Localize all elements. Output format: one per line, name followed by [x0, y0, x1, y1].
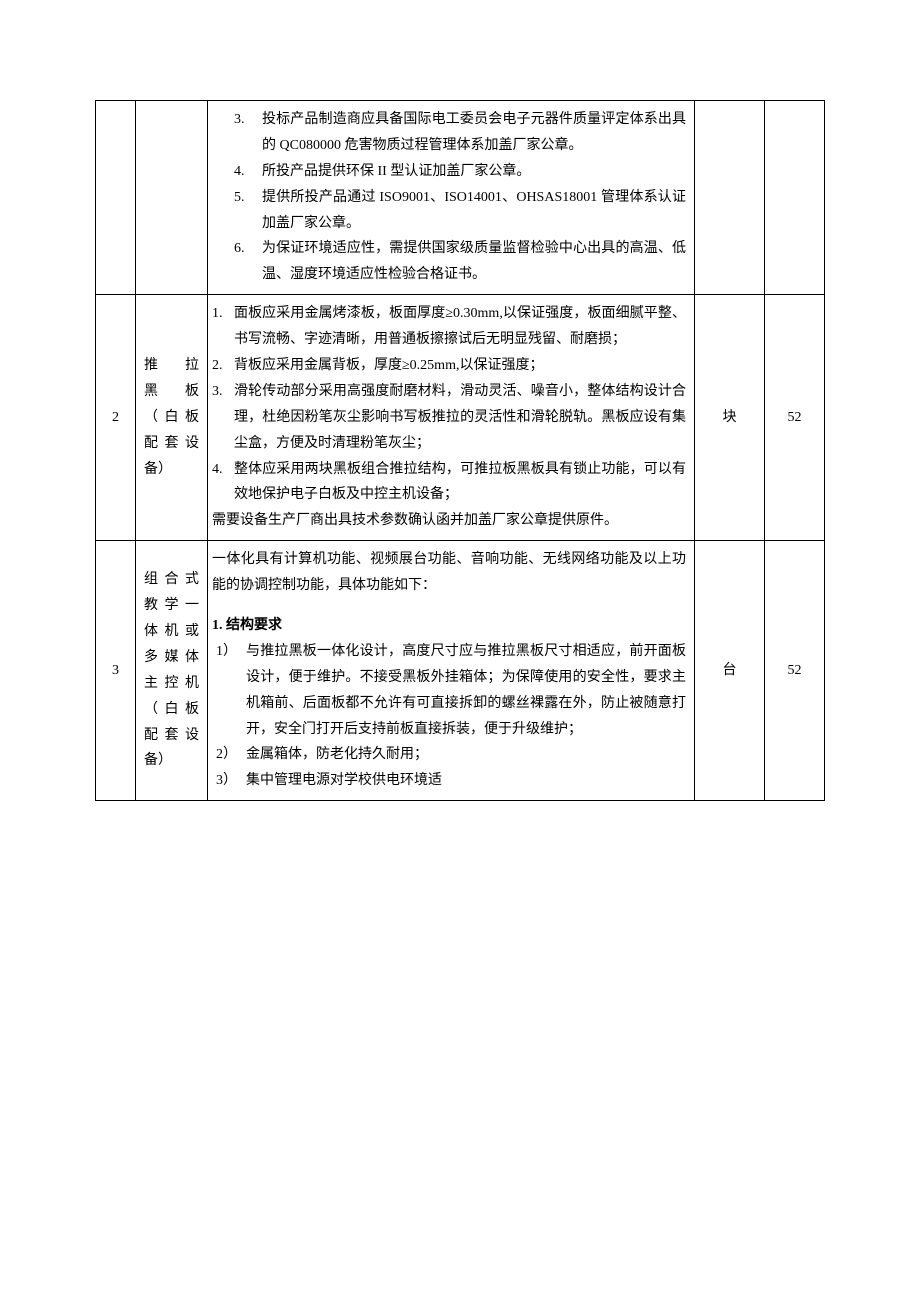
cell-unit — [695, 101, 765, 295]
para-number: 1. — [212, 301, 223, 327]
name-line: 组合式 — [144, 567, 199, 593]
item-number: 3. — [234, 107, 258, 133]
name-line: （白板 — [144, 697, 199, 723]
item-number: 6. — [234, 236, 258, 262]
cell-unit: 台 — [695, 541, 765, 801]
name-line: 备） — [144, 457, 199, 483]
name-line: 黑 板 — [144, 379, 199, 405]
sub-number: 3） — [216, 768, 237, 794]
spec-table: 3.投标产品制造商应具备国际电工委员会电子元器件质量评定体系出具的 QC0800… — [95, 100, 825, 801]
name-line: 教学一 — [144, 593, 199, 619]
list-item: 6.为保证环境适应性，需提供国家级质量监督检验中心出具的高温、低温、湿度环境适应… — [262, 236, 686, 288]
tail-text: 需要设备生产厂商出具技术参数确认函并加盖厂家公章提供原件。 — [212, 508, 686, 534]
para-number: 4. — [212, 457, 223, 483]
name-line: 主控机 — [144, 671, 199, 697]
para-text: 背板应采用金属背板，厚度≥0.25mm,以保证强度； — [234, 358, 543, 373]
item-text: 为保证环境适应性，需提供国家级质量监督检验中心出具的高温、低温、湿度环境适应性检… — [262, 241, 686, 282]
list-item: 3.投标产品制造商应具备国际电工委员会电子元器件质量评定体系出具的 QC0800… — [262, 107, 686, 159]
cell-name: 推 拉 黑 板 （白板 配套设 备） — [136, 295, 208, 541]
name-line: 体机或 — [144, 619, 199, 645]
sub-text: 与推拉黑板一体化设计，高度尺寸应与推拉黑板尺寸相适应，前开面板设计，便于维护。不… — [246, 644, 686, 737]
section-title: 1. 结构要求 — [212, 613, 686, 639]
table-row: 3 组合式 教学一 体机或 多媒体 主控机 （白板 配套设 备） 一体化具有计算… — [96, 541, 825, 801]
para-list: 1. 面板应采用金属烤漆板，板面厚度≥0.30mm,以保证强度，板面细腻平整、书写… — [212, 301, 686, 508]
sub-number: 2） — [216, 742, 237, 768]
sub-text: 金属箱体，防老化持久耐用； — [246, 747, 428, 762]
cell-spec: 3.投标产品制造商应具备国际电工委员会电子元器件质量评定体系出具的 QC0800… — [208, 101, 695, 295]
cell-name: 组合式 教学一 体机或 多媒体 主控机 （白板 配套设 备） — [136, 541, 208, 801]
cell-unit: 块 — [695, 295, 765, 541]
sub-number: 1） — [216, 639, 237, 665]
para-text: 面板应采用金属烤漆板，板面厚度≥0.30mm,以保证强度，板面细腻平整、书写流畅… — [234, 306, 686, 347]
cell-name — [136, 101, 208, 295]
name-line: 配套设 — [144, 723, 199, 749]
para-number: 2. — [212, 353, 223, 379]
name-line: （白板 — [144, 405, 199, 431]
list-item: 4.所投产品提供环保 II 型认证加盖厂家公章。 — [262, 159, 686, 185]
cell-qty — [765, 101, 825, 295]
intro-text: 一体化具有计算机功能、视频展台功能、音响功能、无线网络功能及以上功能的协调控制功… — [212, 547, 686, 599]
cell-num — [96, 101, 136, 295]
cell-num: 3 — [96, 541, 136, 801]
para-item: 3. 滑轮传动部分采用高强度耐磨材料，滑动灵活、噪音小，整体结构设计合理，杜绝因粉… — [212, 379, 686, 457]
cell-num: 2 — [96, 295, 136, 541]
item-number: 5. — [234, 185, 258, 211]
name-line: 配套设 — [144, 431, 199, 457]
name-line: 多媒体 — [144, 645, 199, 671]
table-row: 2 推 拉 黑 板 （白板 配套设 备） 1. 面板应采用金属烤漆板，板面厚度≥0… — [96, 295, 825, 541]
spacer — [212, 599, 686, 613]
para-number: 3. — [212, 379, 223, 405]
para-item: 1. 面板应采用金属烤漆板，板面厚度≥0.30mm,以保证强度，板面细腻平整、书写… — [212, 301, 686, 353]
list-item: 5.提供所投产品通过 ISO9001、ISO14001、OHSAS18001 管… — [262, 185, 686, 237]
para-text: 滑轮传动部分采用高强度耐磨材料，滑动灵活、噪音小，整体结构设计合理，杜绝因粉笔灰… — [234, 384, 686, 451]
para-text: 整体应采用两块黑板组合推拉结构，可推拉板黑板具有锁止功能，可以有效地保护电子白板… — [234, 462, 686, 503]
table-row: 3.投标产品制造商应具备国际电工委员会电子元器件质量评定体系出具的 QC0800… — [96, 101, 825, 295]
cell-qty: 52 — [765, 295, 825, 541]
item-text: 投标产品制造商应具备国际电工委员会电子元器件质量评定体系出具的 QC080000… — [262, 112, 686, 153]
sub-item: 2）金属箱体，防老化持久耐用； — [246, 742, 686, 768]
name-line: 备） — [144, 748, 199, 774]
item-text: 所投产品提供环保 II 型认证加盖厂家公章。 — [262, 164, 530, 179]
sub-list: 1） 与推拉黑板一体化设计，高度尺寸应与推拉黑板尺寸相适应，前开面板设计，便于维护… — [212, 639, 686, 794]
name-line: 推 拉 — [144, 353, 199, 379]
sub-item: 3）集中管理电源对学校供电环境适 — [246, 768, 686, 794]
para-item: 4. 整体应采用两块黑板组合推拉结构，可推拉板黑板具有锁止功能，可以有效地保护电子… — [212, 457, 686, 509]
cell-spec: 1. 面板应采用金属烤漆板，板面厚度≥0.30mm,以保证强度，板面细腻平整、书写… — [208, 295, 695, 541]
cell-qty: 52 — [765, 541, 825, 801]
item-number: 4. — [234, 159, 258, 185]
cell-spec: 一体化具有计算机功能、视频展台功能、音响功能、无线网络功能及以上功能的协调控制功… — [208, 541, 695, 801]
ordered-list: 3.投标产品制造商应具备国际电工委员会电子元器件质量评定体系出具的 QC0800… — [212, 107, 686, 288]
sub-item: 1）与推拉黑板一体化设计，高度尺寸应与推拉黑板尺寸相适应，前开面板设计，便于维护… — [246, 639, 686, 743]
sub-text: 集中管理电源对学校供电环境适 — [246, 773, 442, 788]
item-text: 提供所投产品通过 ISO9001、ISO14001、OHSAS18001 管理体… — [262, 190, 686, 231]
para-item: 2. 背板应采用金属背板，厚度≥0.25mm,以保证强度； — [212, 353, 686, 379]
